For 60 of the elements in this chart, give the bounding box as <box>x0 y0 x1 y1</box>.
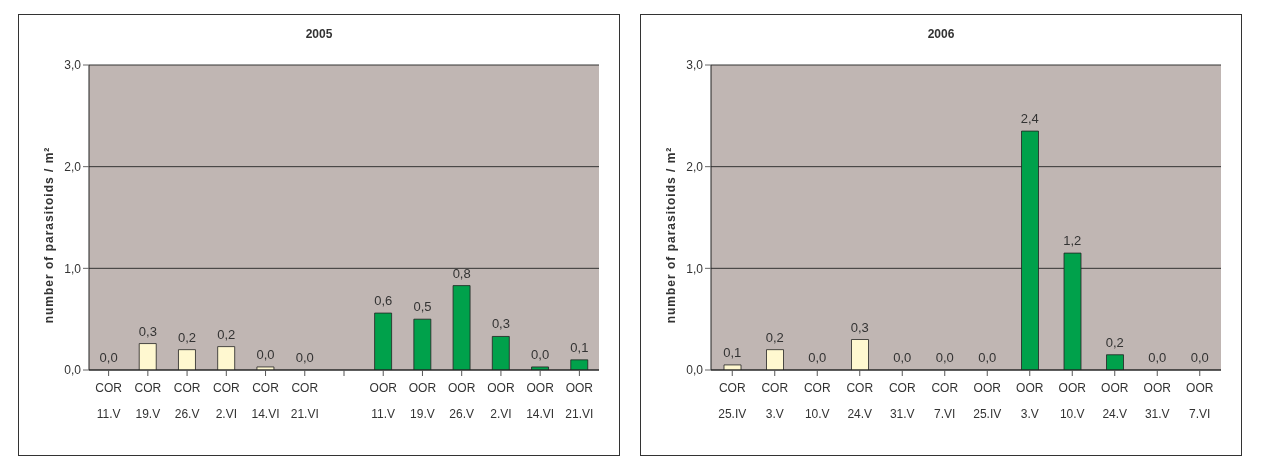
x-tick-label: COR 19.V <box>134 381 162 421</box>
data-label: 1,2 <box>1063 233 1082 249</box>
x-tick-label: COR 26.V <box>173 381 201 421</box>
x-tick-label: OOR 24.V <box>1101 381 1129 421</box>
y-tick-label: 0,0 <box>686 363 704 378</box>
data-label: 0,8 <box>452 265 471 281</box>
data-label: 0,0 <box>808 350 827 365</box>
data-label: 0,0 <box>295 350 314 365</box>
x-tick-label: OOR 11.V <box>369 381 398 421</box>
data-label: 0,2 <box>1105 334 1124 350</box>
x-tick-label: OOR 21.VI <box>565 381 594 421</box>
data-label: 0,3 <box>491 316 510 332</box>
data-label: 2,4 <box>1020 111 1039 127</box>
x-tick-label: COR 2.VI <box>212 381 240 421</box>
y-axis-title: number of parasitoids / m² <box>664 146 678 324</box>
data-label: 0,0 <box>978 350 997 365</box>
x-tick-label: COR 31.V <box>888 381 916 421</box>
y-tick-label: 1,0 <box>686 261 704 276</box>
data-label: 0,6 <box>374 293 393 309</box>
data-label: 0,1 <box>570 339 589 355</box>
data-label: 0,0 <box>1148 350 1167 365</box>
y-axis-title: number of parasitoids / m² <box>42 146 56 324</box>
y-tick-label: 0,0 <box>64 363 82 378</box>
x-tick-label: COR 10.V <box>803 381 831 421</box>
y-tick-label: 2,0 <box>64 159 82 174</box>
data-label: 0,1 <box>723 344 742 360</box>
data-label: 0,2 <box>765 329 784 345</box>
x-tick-label: OOR 14.VI <box>526 381 555 421</box>
chart-title: 2006 <box>926 27 956 41</box>
y-tick-label: 1,0 <box>64 261 82 276</box>
x-tick-label: OOR 25.IV <box>973 381 1002 421</box>
x-tick-label: OOR 10.V <box>1058 381 1087 421</box>
data-label: 0,5 <box>413 299 432 315</box>
data-label: 0,3 <box>138 323 157 339</box>
data-label: 0,3 <box>850 319 869 335</box>
x-tick-label: COR 14.VI <box>251 381 280 421</box>
data-label: 0,0 <box>935 350 954 365</box>
y-tick-label: 2,0 <box>686 159 704 174</box>
x-tick-label: OOR 3.V <box>1016 381 1044 421</box>
x-tick-label: OOR 26.V <box>448 381 476 421</box>
x-tick-label: COR 7.VI <box>931 381 959 421</box>
x-tick-label: OOR 7.VI <box>1186 381 1214 421</box>
x-tick-label: COR 21.VI <box>290 381 319 421</box>
x-tick-label: OOR 31.V <box>1143 381 1172 421</box>
data-label: 0,0 <box>531 346 550 362</box>
data-label: 0,0 <box>893 350 912 365</box>
x-tick-label: OOR 19.V <box>408 381 437 421</box>
data-label: 0,0 <box>256 346 275 362</box>
y-tick-label: 3,0 <box>686 58 704 73</box>
data-label: 0,2 <box>178 329 197 345</box>
x-tick-label: OOR 2.VI <box>487 381 515 421</box>
x-tick-label: COR 24.V <box>846 381 874 421</box>
x-tick-label: COR 11.V <box>95 381 123 421</box>
x-tick-label: COR 25.IV <box>718 381 747 421</box>
chart-title: 2005 <box>304 27 334 41</box>
data-label: 0,0 <box>99 350 118 365</box>
data-label: 0,2 <box>217 326 236 342</box>
x-tick-label: COR 3.V <box>761 381 789 421</box>
y-tick-label: 3,0 <box>64 58 82 73</box>
data-label: 0,0 <box>1190 350 1209 365</box>
